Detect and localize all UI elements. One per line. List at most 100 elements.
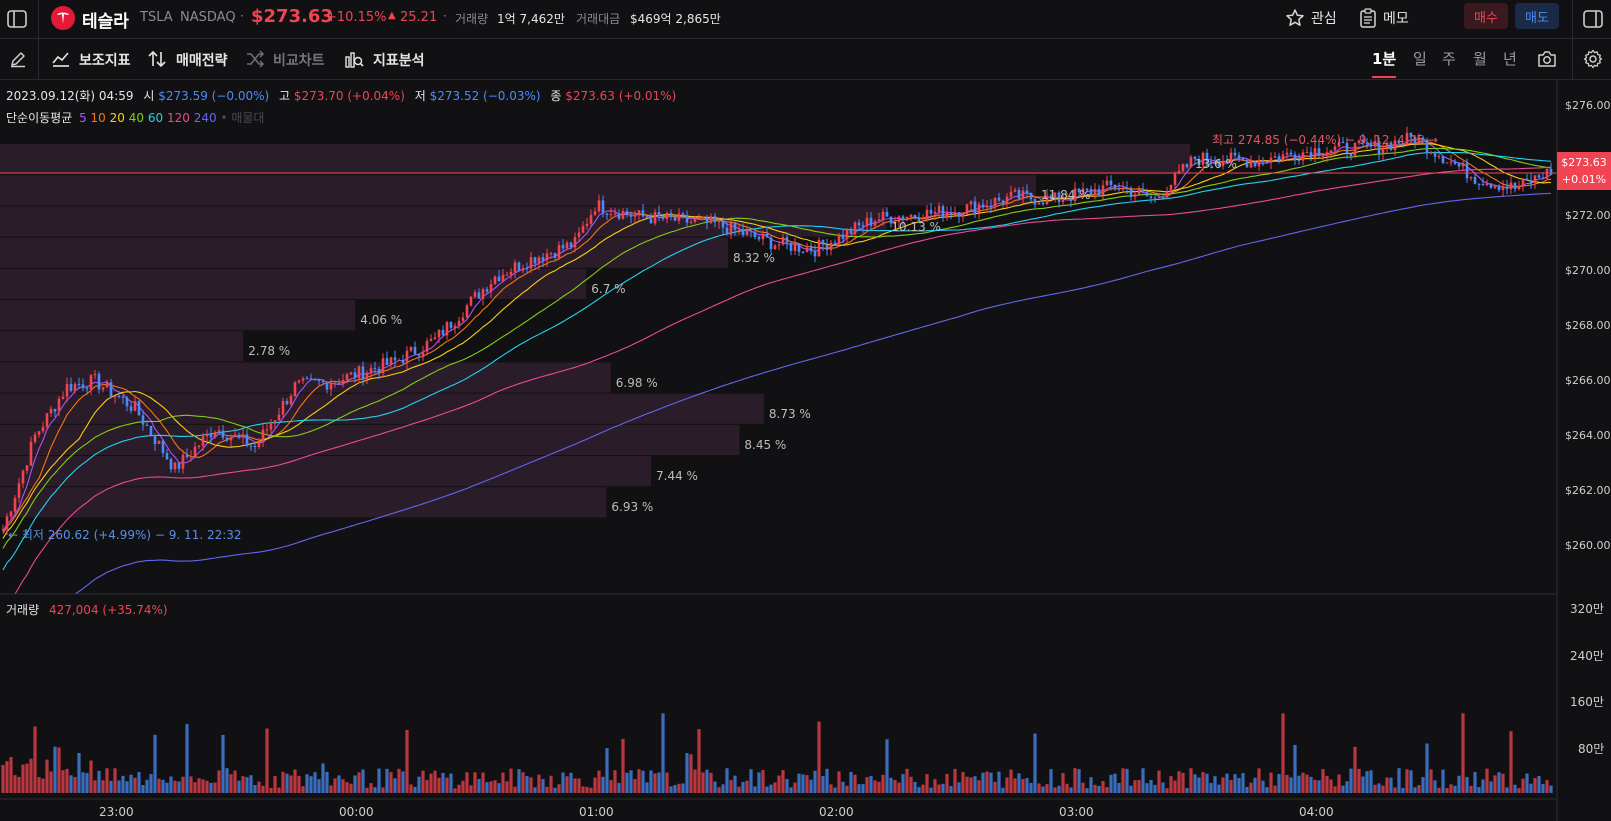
pencil-icon[interactable] [6,47,30,71]
candle [93,369,97,380]
candle [485,286,489,295]
candle [601,195,605,218]
candle [1265,161,1269,164]
volume-bar [1437,787,1441,793]
candle [1105,175,1109,187]
time-axis-label: 23:00 [99,805,134,819]
candle [1341,137,1345,144]
volume-bar [45,759,49,793]
volume-bar [1261,780,1265,793]
period-week[interactable]: 주 [1442,50,1456,68]
volume-bar [121,775,125,793]
analysis-button[interactable]: 지표분석 [373,53,425,69]
candle [493,275,497,286]
period-day[interactable]: 일 [1413,50,1427,68]
close-value: $273.63 (+0.01%) [565,89,677,103]
volume-bar [817,721,821,793]
memo-icon[interactable] [1356,6,1380,30]
close-label: 종 [550,89,562,103]
candle [65,377,69,403]
candle [917,212,921,222]
compare-button[interactable]: 비교차트 [273,53,325,69]
candle [277,407,281,422]
candle [1497,184,1501,193]
shuffle-icon[interactable] [244,48,266,70]
volume-bar [37,777,41,793]
right-panel-toggle-icon[interactable] [1580,6,1606,32]
volume-profile-bar [0,424,740,455]
candle [673,215,677,222]
volume-bar [309,776,313,793]
camera-icon[interactable] [1535,48,1559,70]
ma-40: 40 [128,111,145,125]
analysis-icon[interactable] [343,48,365,70]
open-label: 시 [143,89,155,103]
price-axis-label: $270.00 [1565,264,1611,277]
volume-bar [1237,778,1241,793]
candle [853,220,857,240]
settings-gear-icon[interactable] [1580,47,1606,71]
indicator-icon[interactable] [50,48,72,70]
indicators-button[interactable]: 보조지표 [79,53,131,69]
candle [633,210,637,224]
candle [1113,184,1117,191]
candle [345,372,349,384]
candle [1033,198,1037,209]
period-month[interactable]: 월 [1473,50,1487,68]
candle [425,337,429,356]
candle [317,379,321,386]
exchange: NASDAQ [180,10,236,25]
volume-bar [645,782,649,793]
candle [1065,192,1069,201]
volume-bar [317,779,321,793]
volume-bar [385,768,389,793]
volume-profile-toggle[interactable]: • 매물대 [220,111,265,125]
volume-bar [1361,776,1365,793]
volume-bar [1537,776,1541,793]
volume-bar [1177,771,1181,793]
candle [997,192,1001,203]
volume-axis-label: 240만 [1570,648,1604,663]
candle [1537,173,1541,179]
period-year[interactable]: 년 [1503,50,1517,68]
price-chart[interactable] [0,80,1611,821]
strategy-icon[interactable] [146,48,168,70]
period-1min[interactable]: 1분 [1372,50,1397,68]
strategy-button[interactable]: 매매전략 [176,53,228,69]
candle [1261,157,1265,166]
candle [409,346,413,353]
candle [349,371,353,376]
candle [861,221,865,233]
volume-bar [1173,780,1177,793]
volume-bar [197,778,201,793]
volume-bar [437,777,441,793]
volume-bar [873,780,877,793]
watch-button[interactable]: 관심 [1311,11,1337,27]
volume-bar [145,779,149,793]
ma-legend[interactable]: 단순이동평균 5 10 20 40 60 120 240 • 매물대 [6,109,264,126]
sidebar-toggle-icon[interactable] [4,6,30,32]
candle [1117,182,1121,192]
volume-bar [461,780,465,793]
volume-bar [425,780,429,793]
time-axis-label: 03:00 [1059,805,1094,819]
sell-button[interactable]: 매도 [1515,3,1559,29]
volume-profile-bar [0,456,651,487]
memo-button[interactable]: 메모 [1383,11,1409,27]
candle [257,438,261,450]
volume-bar [649,770,653,793]
candle [1225,155,1229,165]
candle [181,450,185,474]
star-icon[interactable] [1283,6,1307,30]
volume-bar [1345,781,1349,793]
volume-bar [849,771,853,793]
candle [741,223,745,238]
candle [661,215,665,222]
volume-profile-label: 8.32 % [733,250,775,265]
candle [225,435,229,443]
candle [681,211,685,219]
candle [293,380,297,398]
buy-button[interactable]: 매수 [1464,3,1508,29]
amount-label: 거래대금 [576,12,621,26]
candle [721,217,725,235]
